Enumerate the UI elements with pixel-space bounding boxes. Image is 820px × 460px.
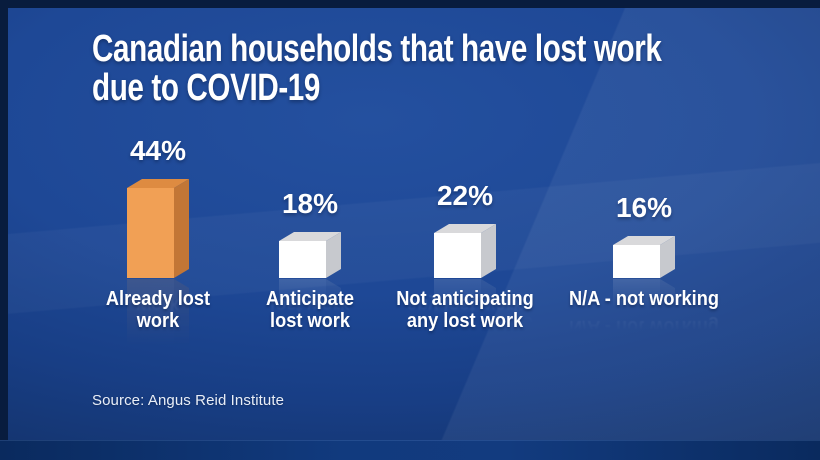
bar-3d-1 bbox=[127, 179, 189, 278]
bar-category-label-1: Already lost work bbox=[105, 288, 211, 332]
bar-value-label-1: 44% bbox=[129, 135, 187, 166]
bar-category-label-4: N/A - not working bbox=[569, 288, 719, 310]
bar-reflection-1 bbox=[127, 279, 189, 378]
bar-reflection-2 bbox=[279, 279, 341, 325]
bar-category-label-3: Not anticipating any lost work bbox=[396, 288, 534, 332]
bar-value-label-4: 16% bbox=[615, 192, 673, 223]
bar-value-label-2: 18% bbox=[281, 188, 339, 219]
bar-category-label-2: Anticipate lost work bbox=[266, 288, 354, 332]
bar-reflection-4 bbox=[613, 279, 675, 321]
bar-label-reflection-4: N/A - not working bbox=[569, 316, 719, 338]
source-text: Source: Angus Reid Institute bbox=[92, 392, 285, 409]
left-border bbox=[0, 0, 8, 460]
chart-title: Canadian households that have lost work … bbox=[92, 28, 662, 109]
bar-3d-3 bbox=[434, 224, 496, 278]
bar-label-reflection-3: Not anticipating any lost work bbox=[396, 294, 534, 339]
bottom-strip bbox=[0, 440, 820, 460]
top-border bbox=[0, 0, 820, 8]
bar-value-label-3: 22% bbox=[436, 180, 494, 211]
bar-reflection-3 bbox=[434, 279, 496, 333]
bar-3d-2 bbox=[279, 232, 341, 278]
bar-3d-4 bbox=[613, 236, 675, 278]
